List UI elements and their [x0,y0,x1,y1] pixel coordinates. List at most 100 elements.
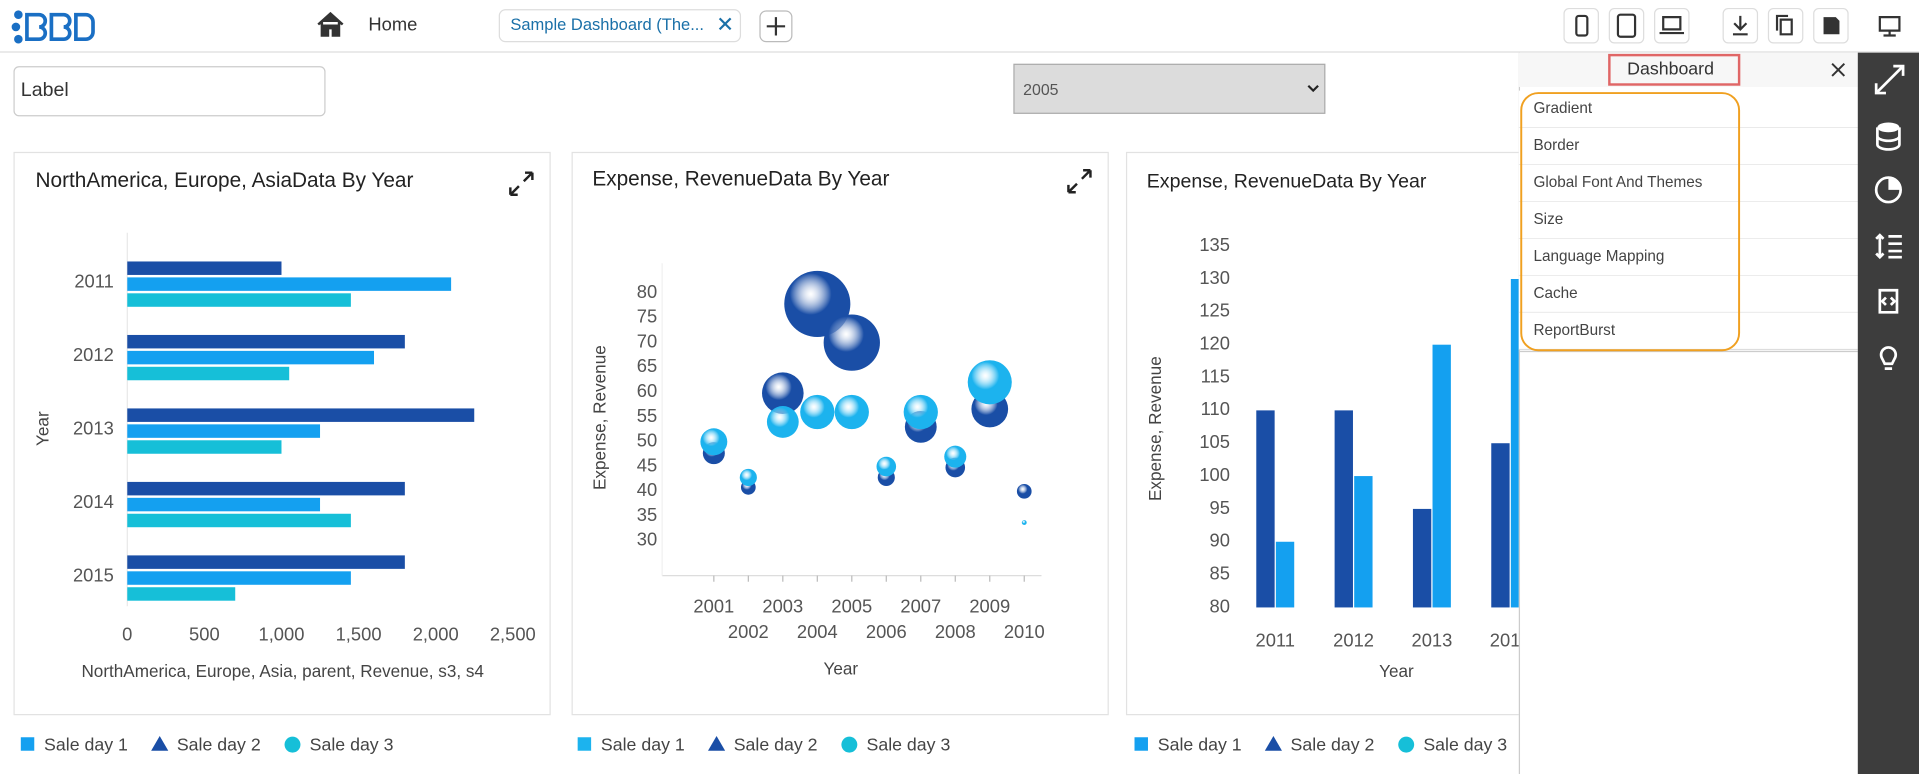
tab-title[interactable]: Sample Dashboard (The... [510,15,704,34]
preview-button[interactable] [1878,16,1901,37]
laptop-view-button[interactable] [1654,7,1690,44]
y-tick-label: 120 [1199,333,1230,354]
legend-label[interactable]: Sale day 2 [1291,735,1375,755]
y-tick-label: 30 [637,529,657,550]
legend-label[interactable]: Sale day 1 [601,735,685,755]
x-tick-label: 0 [122,623,132,644]
x-tick-label: 2010 [1004,621,1045,642]
x-tick-label: 2006 [866,621,907,642]
panel-item[interactable] [1518,164,1858,202]
bar [127,513,351,528]
legend-label[interactable]: Sale day 3 [310,735,394,755]
sidebar-background [1857,52,1919,774]
expand-button[interactable] [509,171,534,196]
y-tick-label: 45 [637,454,657,475]
idea-tool[interactable] [1879,346,1898,370]
panel-item-label[interactable]: Gradient [1533,100,1592,117]
bubble [800,394,835,430]
y-tick-label: 40 [637,479,657,500]
panel-item[interactable] [1518,201,1858,239]
legend-marker [707,736,726,751]
chart-card: NorthAmerica, Europe, AsiaData By Year No… [13,151,551,755]
y-tick-label: 125 [1199,300,1230,321]
legend-marker [841,736,858,753]
x-tick-label: 2003 [762,595,803,616]
chart-card: Expense, RevenueData By Year Year Expense,… [571,151,1109,755]
bar [127,277,452,291]
legend-marker [1398,736,1415,753]
mobile-view-button[interactable] [1563,7,1599,44]
bar [127,261,282,275]
panel-header [1518,52,1858,87]
legend-marker [284,736,301,753]
data-tool[interactable] [1876,122,1901,151]
panel-item-label[interactable]: Border [1533,137,1579,154]
bar [1334,410,1353,608]
bubble [944,445,967,468]
script-tool[interactable] [1878,288,1899,314]
panel-item[interactable] [1518,127,1858,165]
legend-label[interactable]: Sale day 1 [1158,735,1242,755]
year-select[interactable] [1013,63,1326,114]
mobile-icon [1575,14,1589,37]
legend-marker [1264,736,1282,751]
bubble [903,394,938,430]
tablet-icon [1616,13,1637,38]
y-tick-label: 130 [1199,267,1230,288]
y-tick-label: 85 [1210,562,1230,583]
bar [127,366,290,381]
chart-tool[interactable] [1874,176,1902,204]
x-tick-label: 2001 [693,595,734,616]
panel-close[interactable] [1831,62,1846,77]
panel-item[interactable] [1518,90,1858,128]
y-axis-label: Expense, Revenue [1145,356,1165,501]
copy-button[interactable] [1767,7,1804,44]
y-tick-label: 75 [637,306,657,327]
y-tick-label: 100 [1199,464,1230,485]
bubble [876,456,897,477]
spacing-tool[interactable] [1875,233,1902,260]
y-tick-label: 2014 [73,491,114,512]
bubble [823,314,880,371]
expand-tool[interactable] [1874,64,1905,95]
copy-icon [1775,14,1793,36]
panel-item[interactable] [1518,238,1858,276]
bubble [766,406,799,438]
legend-label[interactable]: Sale day 2 [734,735,818,755]
y-tick-label: 2015 [73,565,114,586]
legend-label[interactable]: Sale day 3 [866,735,950,755]
laptop-icon [1659,16,1685,35]
x-tick-label: 2004 [797,621,838,642]
expand-button[interactable] [1067,169,1092,194]
panel-item[interactable] [1518,275,1858,313]
label-input[interactable] [13,66,326,117]
y-tick-label: 35 [637,504,657,525]
bubble [784,270,851,338]
bar [127,334,405,349]
x-tick-label: 2,500 [490,623,536,644]
legend-label[interactable]: Sale day 1 [44,735,128,755]
legend-label[interactable]: Sale day 2 [177,735,261,755]
panel-item-label[interactable]: Size [1533,211,1563,228]
logo[interactable] [11,10,95,44]
home-link[interactable]: Home [368,14,417,35]
tab-close[interactable] [718,17,732,31]
panel-item-label[interactable]: Cache [1533,285,1577,302]
bar [1432,344,1451,608]
panel-item-label[interactable]: ReportBurst [1533,322,1615,339]
panel-item[interactable] [1518,312,1858,350]
tab[interactable] [498,9,742,43]
device-buttons [1563,7,1901,44]
y-tick-label: 70 [637,330,657,351]
panel-item-label[interactable]: Language Mapping [1533,248,1664,265]
legend-marker [577,737,592,751]
chart-title: NorthAmerica, Europe, AsiaData By Year [35,169,413,192]
home-icon[interactable] [317,11,344,37]
y-tick-label: 105 [1199,431,1230,452]
bar [1412,508,1432,608]
legend-marker [151,736,169,751]
panel-item-label[interactable]: Global Font And Themes [1533,174,1702,191]
legend-label[interactable]: Sale day 3 [1423,735,1507,755]
chart-title: Expense, RevenueData By Year [1147,171,1427,193]
